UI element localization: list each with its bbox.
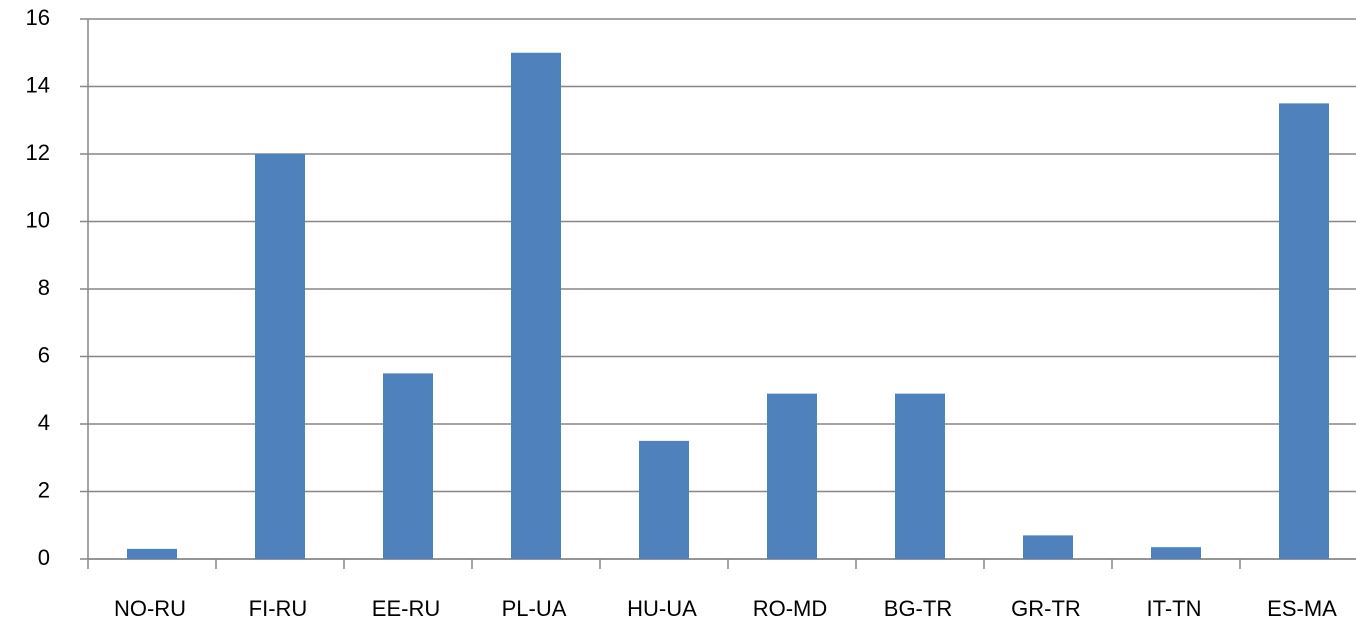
bar: [383, 373, 433, 559]
y-tick-label: 14: [26, 72, 50, 97]
y-tick-label: 0: [38, 545, 50, 570]
y-tick-label: 16: [26, 5, 50, 30]
y-tick-label: 12: [26, 140, 50, 165]
x-tick-label: GR-TR: [1011, 596, 1081, 621]
y-tick-label: 4: [38, 410, 50, 435]
bar: [639, 440, 689, 559]
y-tick-label: 6: [38, 342, 50, 367]
x-tick-label: EE-RU: [372, 596, 440, 621]
y-tick-label: 8: [38, 275, 50, 300]
bar: [1279, 103, 1329, 559]
y-tick-label: 2: [38, 477, 50, 502]
x-tick-label: HU-UA: [627, 596, 697, 621]
x-tick-label: ES-MA: [1267, 596, 1337, 621]
bar: [255, 154, 305, 559]
x-tick-label: RO-MD: [753, 596, 828, 621]
x-tick-label: BG-TR: [884, 596, 952, 621]
bar: [127, 548, 177, 559]
x-tick-label: NO-RU: [114, 596, 186, 621]
bar: [511, 52, 561, 559]
y-tick-label: 10: [26, 207, 50, 232]
x-tick-label: PL-UA: [502, 596, 567, 621]
bar: [1151, 547, 1201, 559]
bar: [1023, 535, 1073, 559]
bar: [895, 393, 945, 559]
bar: [767, 393, 817, 559]
x-tick-label: FI-RU: [249, 596, 308, 621]
x-tick-label: IT-TN: [1147, 596, 1202, 621]
